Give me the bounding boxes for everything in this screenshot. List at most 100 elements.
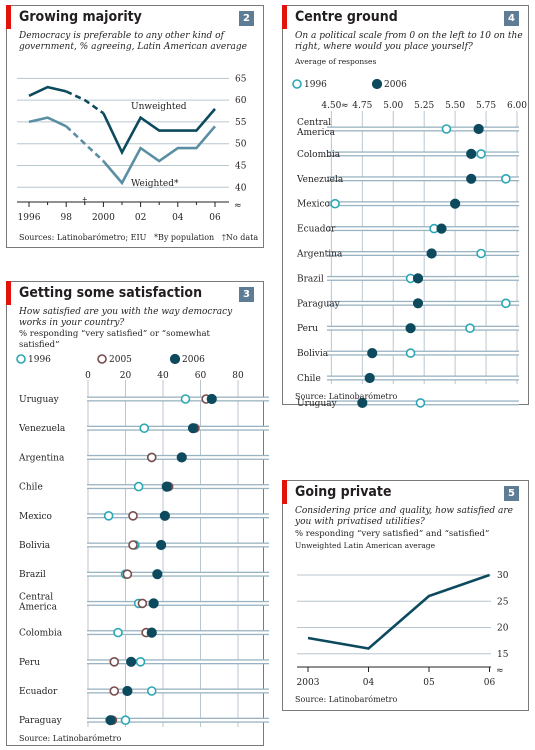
- legend-marker-1996: [292, 79, 302, 89]
- dot-1996: [133, 481, 144, 492]
- dot-1996: [476, 149, 486, 159]
- dot-1996: [139, 423, 150, 433]
- category-label: Peru: [19, 658, 40, 668]
- x-tick-label: 2003: [297, 678, 320, 688]
- x-tick-label: 02: [135, 213, 146, 223]
- category-label: Bolivia: [297, 349, 329, 359]
- category-label: Chile: [297, 374, 321, 384]
- category-label: Brazil: [297, 274, 324, 284]
- dot-2006: [146, 627, 157, 638]
- chart-subtitle: How satisfied are you with the way democ…: [19, 307, 233, 328]
- chart-number-badge: 4: [504, 11, 519, 26]
- category-label: Central: [19, 592, 53, 602]
- footnote-no-data: No data: [225, 233, 259, 242]
- dot-1996: [120, 715, 131, 726]
- x-tick-label: 98: [60, 213, 72, 223]
- row-bar-highlight: [327, 252, 519, 255]
- x-tick-label: 80: [232, 371, 244, 381]
- x-tick-label: 5.50: [445, 101, 465, 111]
- chart-subtitle-2: % responding “very satisfied” or “somewh…: [19, 329, 210, 350]
- chart-subtitle: Considering price and quality, how satis…: [295, 506, 513, 527]
- axis-break-symbol: ≈: [341, 101, 349, 111]
- row-bar-highlight: [87, 719, 269, 722]
- series-line-unweighted-no-data: [65, 90, 105, 115]
- category-label: Colombia: [297, 150, 341, 160]
- row-bar-highlight: [327, 327, 519, 330]
- dot-2006: [148, 598, 159, 609]
- x-tick-label: 2000: [92, 213, 115, 223]
- legend-label: 2006: [384, 80, 407, 90]
- y-tick-label: 30: [497, 571, 509, 581]
- line-chart-growing-majority: 40 45 50 55 60 65 ≈1996 98 2000 02 04 06 † Unweighted…: [17, 74, 247, 223]
- dagger-symbol: †: [221, 233, 226, 242]
- category-label: Peru: [297, 324, 318, 334]
- chart-source: Source: Latinobarómetro: [295, 695, 398, 704]
- series-label-weighted: Weighted*: [131, 179, 179, 189]
- category-label: Bolivia: [19, 541, 51, 551]
- dot-2006: [187, 423, 199, 434]
- dot-1996: [135, 656, 146, 667]
- chart-subtitle-3: Unweighted Latin American average: [295, 541, 436, 550]
- dot-2005: [146, 452, 157, 463]
- chart-title: Going private: [295, 484, 392, 500]
- y-tick-label: 25: [497, 597, 509, 607]
- row-bar-highlight: [87, 427, 269, 430]
- row-bar-highlight: [327, 127, 519, 131]
- row-bar-highlight: [327, 227, 519, 230]
- x-tick-label: 40: [157, 371, 169, 381]
- panel-going-private: Going private 5 Considering price and qu…: [282, 480, 529, 711]
- dot-1996: [146, 686, 157, 696]
- x-tick-label: 60: [195, 371, 207, 381]
- no-data-marker: †: [83, 197, 88, 207]
- series-label-unweighted: Unweighted: [131, 102, 187, 112]
- legend-marker-1996: [16, 354, 26, 364]
- y-tick-label: 50: [235, 140, 247, 150]
- dot-2005: [128, 511, 138, 521]
- red-tab: [282, 480, 287, 504]
- x-tick-label: 06: [209, 213, 221, 223]
- row-bar-highlight: [87, 514, 269, 517]
- category-label: Venezuela: [296, 175, 344, 185]
- dot-2006: [152, 569, 163, 580]
- dot-2005: [122, 569, 133, 580]
- y-tick-label: 60: [235, 96, 247, 106]
- dot-1996: [180, 394, 191, 404]
- y-tick-label: 40: [235, 183, 247, 193]
- y-tick-label: 55: [235, 118, 247, 128]
- dot-2006: [105, 715, 116, 726]
- x-tick-label: 0: [85, 371, 91, 381]
- chart-subtitle: Democracy is preferable to any other kin…: [19, 31, 247, 52]
- chart-title: Centre ground: [295, 9, 398, 25]
- legend-label: 1996: [28, 355, 51, 365]
- chart-source: Sources: Latinobarómetro; EIU *By popula…: [19, 233, 258, 242]
- row-bar-highlight: [87, 573, 269, 576]
- chart-number-badge: 2: [239, 11, 254, 26]
- dot-2006: [412, 298, 424, 309]
- axis-break-symbol: ≈: [496, 666, 504, 676]
- x-tick-label: 4.50: [321, 101, 341, 111]
- chart-number-badge: 5: [504, 486, 519, 501]
- row-bar-highlight: [87, 689, 269, 693]
- chart-subtitle-2: % responding “very satisfied” and “satis…: [295, 529, 490, 539]
- row-bar-highlight: [327, 177, 519, 180]
- dot-2006: [206, 393, 217, 405]
- chart-number-badge: 3: [239, 287, 254, 302]
- legend-label: 2005: [109, 355, 132, 365]
- row-bar-highlight: [87, 485, 269, 488]
- row-bar-highlight: [87, 543, 269, 547]
- dot-1996: [441, 124, 452, 134]
- panel-growing-majority: Growing majority 2 Democracy is preferab…: [6, 5, 264, 248]
- dot-1996: [415, 398, 426, 408]
- category-label: America: [18, 602, 58, 612]
- dot-2006: [405, 323, 416, 334]
- dot-2005: [109, 656, 120, 667]
- row-bar-highlight: [87, 631, 269, 634]
- x-tick-label: 4.75: [352, 101, 372, 111]
- chart-subtitle: On a political scale from 0 on the left …: [295, 31, 523, 52]
- dot-1996: [501, 298, 511, 309]
- category-label: Argentina: [18, 453, 65, 463]
- dot-2005: [109, 686, 120, 696]
- row-bar-highlight: [327, 351, 519, 355]
- dot-2006: [357, 397, 368, 408]
- series-line-weighted-no-data: [65, 125, 105, 163]
